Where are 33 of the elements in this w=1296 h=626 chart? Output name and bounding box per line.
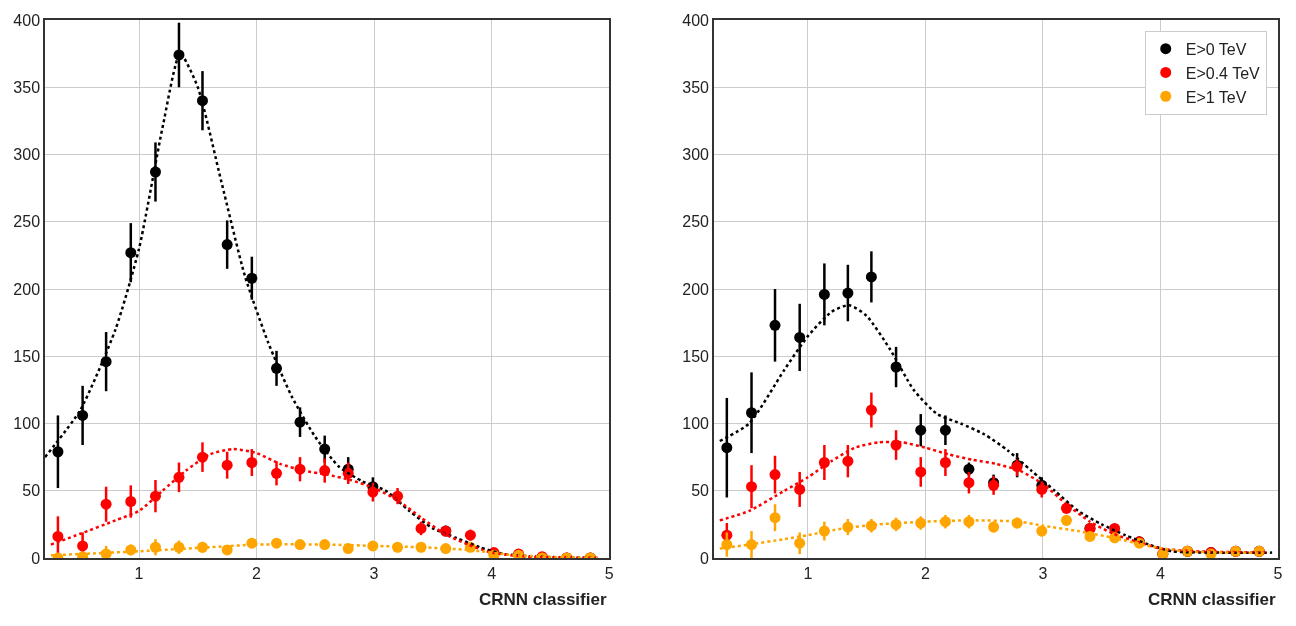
x-tick-label: 2	[920, 564, 930, 582]
y-tick-label: 100	[13, 415, 41, 433]
x-tick-label: 1	[803, 564, 813, 582]
x-tick-label: 1	[134, 564, 144, 582]
y-tick-label: 400	[13, 11, 41, 29]
x-tick-label: 4	[487, 564, 497, 582]
y-tick-label: 100	[682, 415, 710, 433]
y-tick-label: 0	[700, 549, 710, 567]
y-tick-label: 350	[682, 78, 710, 96]
legend-label: E>0 TeV	[1185, 40, 1247, 58]
y-tick-label: 250	[13, 213, 41, 231]
y-tick-label: 300	[13, 146, 41, 164]
x-axis-title: CRNN classifier	[479, 590, 607, 609]
y-tick-label: 50	[691, 482, 710, 500]
y-tick-label: 200	[682, 280, 710, 298]
y-tick-label: 200	[13, 280, 41, 298]
x-tick-label: 2	[252, 564, 262, 582]
y-tick-label: 350	[13, 78, 41, 96]
x-axis-title: CRNN classifier	[1148, 590, 1276, 609]
y-tick-label: 250	[682, 213, 710, 231]
y-tick-label: 400	[682, 11, 710, 29]
y-tick-label: 50	[22, 482, 41, 500]
x-tick-label: 5	[604, 564, 614, 582]
x-tick-label: 4	[1156, 564, 1166, 582]
y-tick-label: 0	[31, 549, 41, 567]
y-tick-label: 150	[682, 347, 710, 365]
x-tick-label: 3	[1038, 564, 1048, 582]
y-tick-label: 300	[682, 146, 710, 164]
legend-label: E>1 TeV	[1185, 88, 1247, 106]
legend-label: E>0.4 TeV	[1185, 64, 1261, 82]
y-tick-label: 150	[13, 347, 41, 365]
x-tick-label: 3	[369, 564, 379, 582]
x-tick-label: 5	[1273, 564, 1283, 582]
